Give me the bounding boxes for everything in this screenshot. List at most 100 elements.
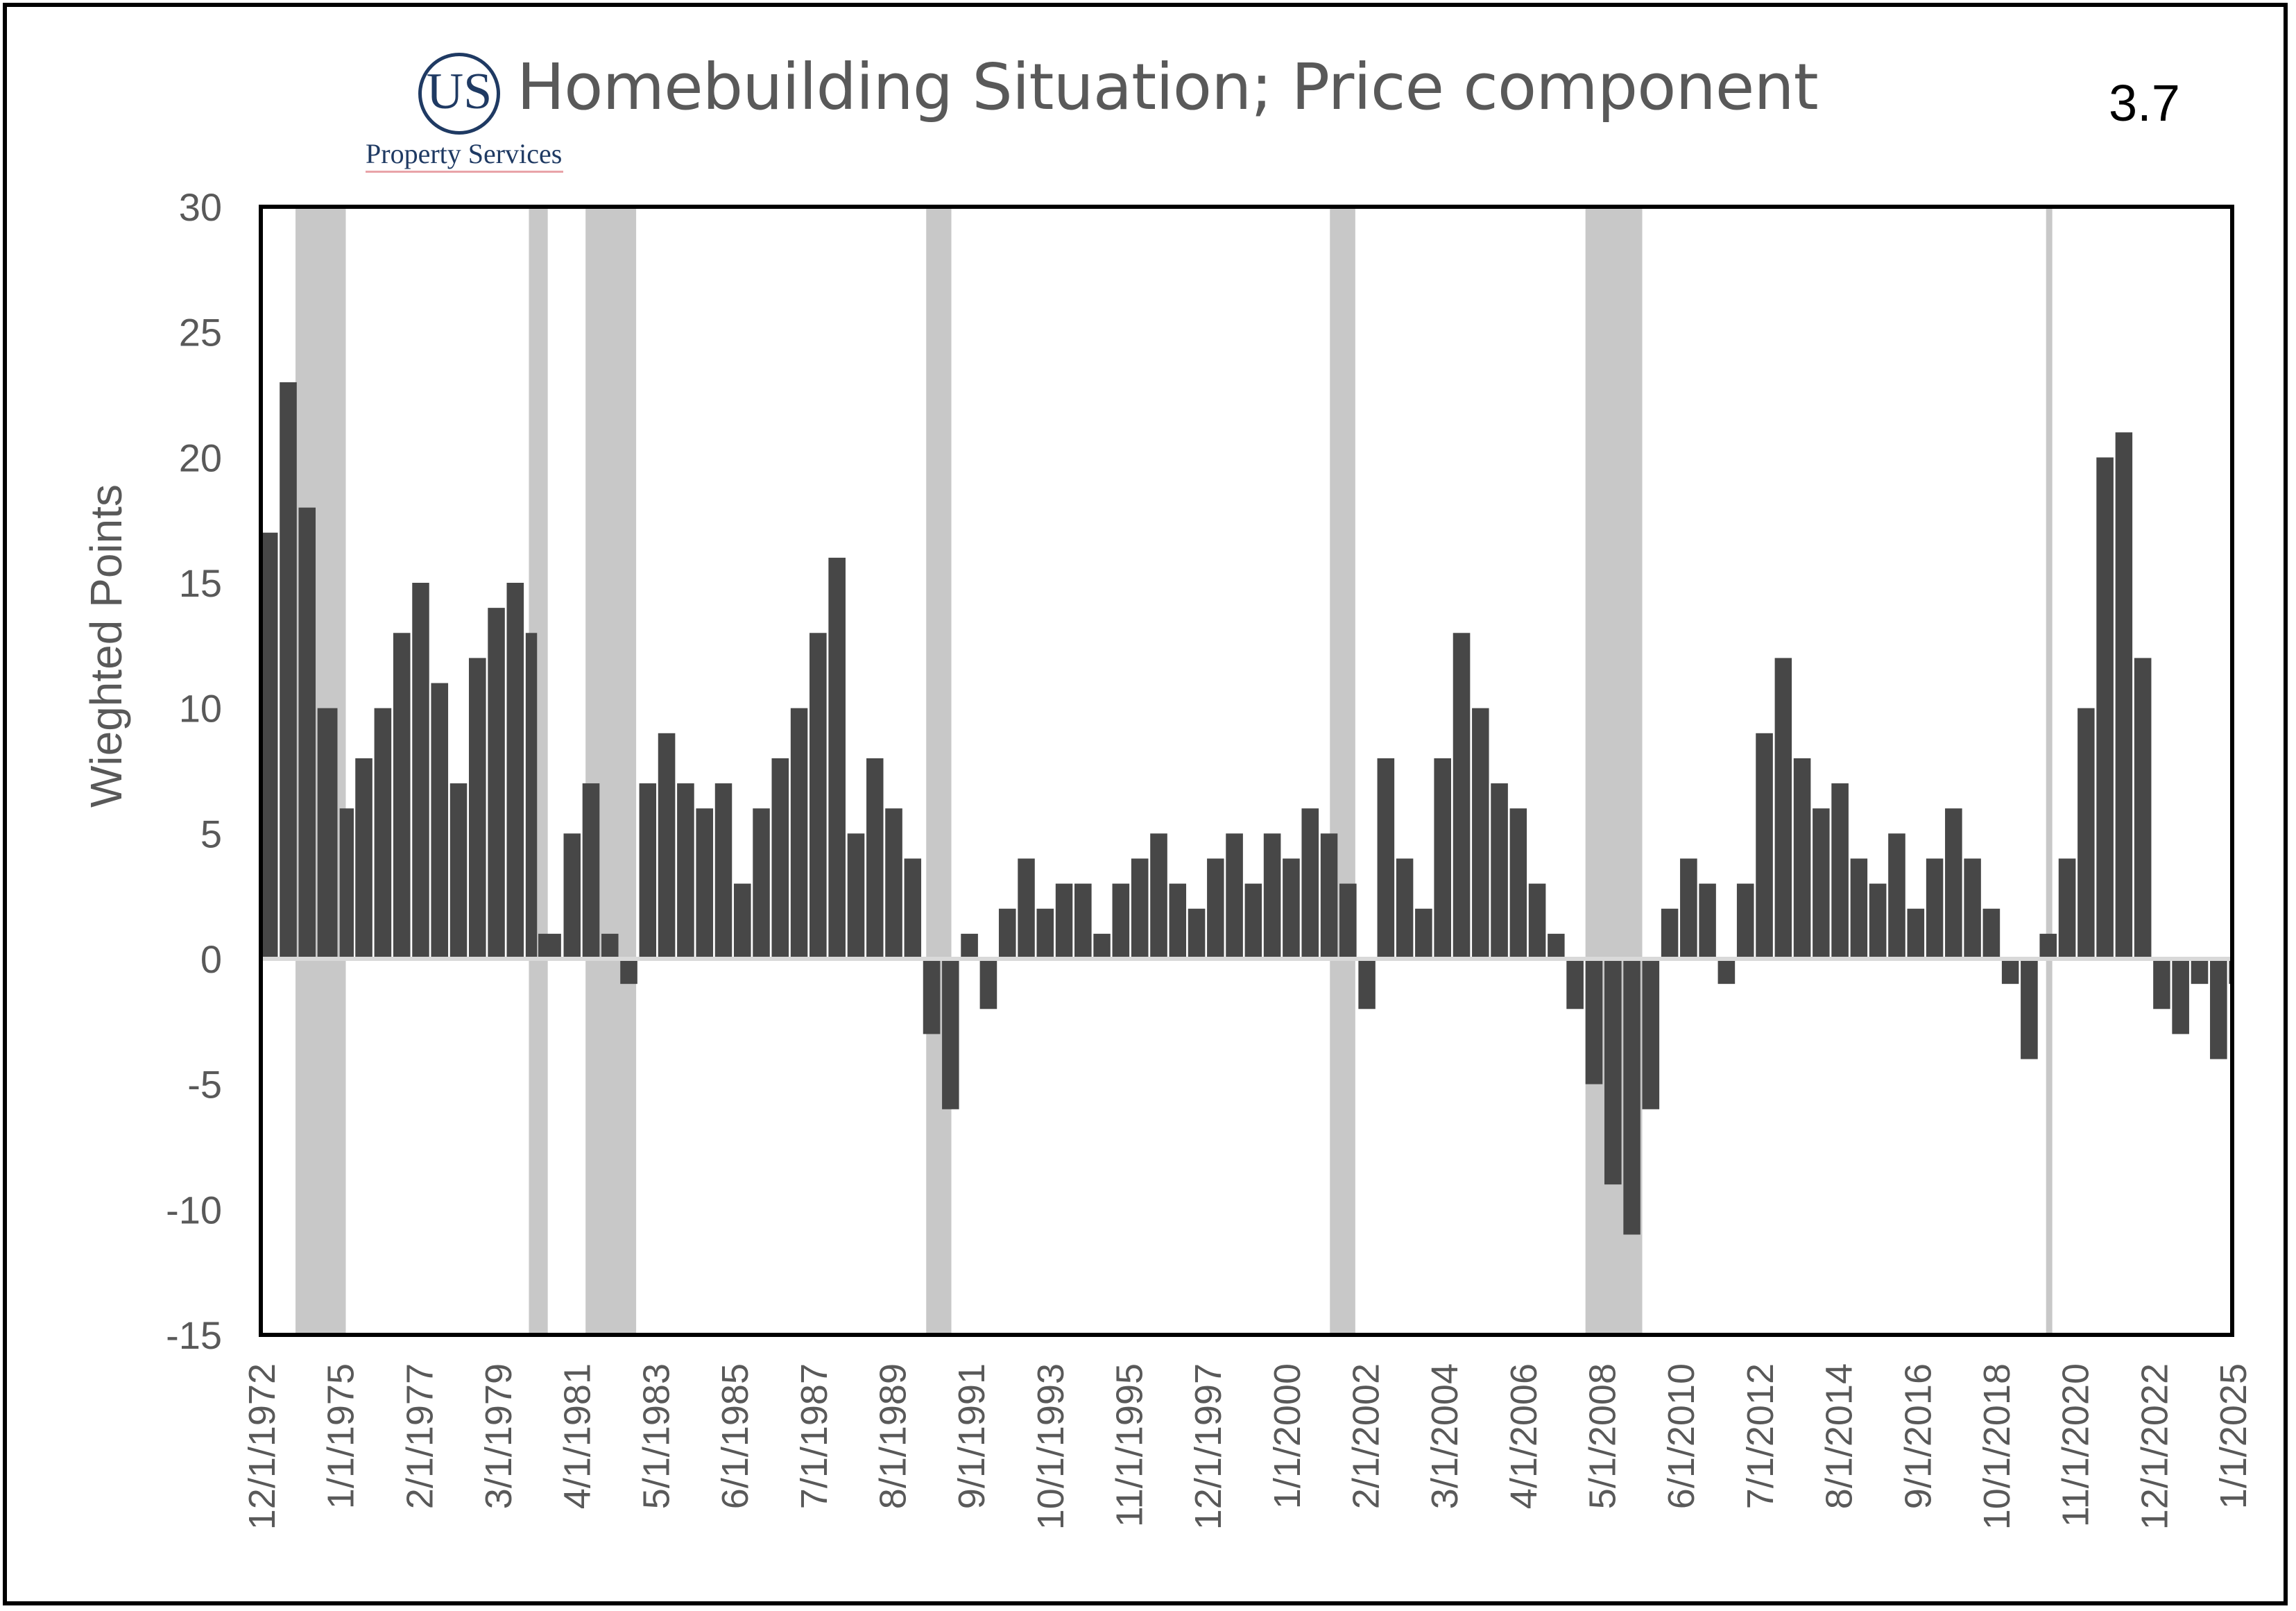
y-tick-label: 0 xyxy=(200,937,222,981)
bar xyxy=(2001,959,2019,984)
bar xyxy=(2172,959,2189,1034)
bar xyxy=(374,708,392,959)
y-tick-label: -15 xyxy=(166,1313,222,1357)
x-tick-label: 7/1/2012 xyxy=(1740,1363,1781,1509)
bar xyxy=(1736,883,1754,959)
y-axis-ticks: 30 25 20 15 10 5 0 -5 -10 -15 xyxy=(166,185,222,1357)
bar xyxy=(1301,808,1319,959)
bar xyxy=(2115,432,2133,959)
x-tick-label: 5/1/2008 xyxy=(1582,1363,1624,1509)
bar xyxy=(2058,858,2076,959)
bar xyxy=(1112,883,1130,959)
logo-text: Property Services xyxy=(366,138,563,169)
bar xyxy=(1434,758,1452,959)
bar xyxy=(1869,883,1887,959)
bar xyxy=(866,758,884,959)
bar xyxy=(1926,858,1944,959)
bar xyxy=(525,633,538,959)
bar xyxy=(714,783,733,959)
bar xyxy=(2039,933,2057,959)
bar xyxy=(538,933,561,959)
bar xyxy=(1055,883,1073,959)
y-tick-label: 10 xyxy=(179,687,222,731)
y-tick-label: 15 xyxy=(179,561,222,605)
bar xyxy=(1377,758,1395,959)
bar xyxy=(339,808,354,959)
bar xyxy=(1207,858,1224,959)
bar xyxy=(1150,833,1167,959)
bar xyxy=(431,683,449,959)
y-tick-label: 20 xyxy=(179,436,222,479)
bar xyxy=(601,933,619,959)
y-tick-label: 25 xyxy=(179,311,222,355)
bar xyxy=(639,783,657,959)
x-tick-label: 12/1/1997 xyxy=(1188,1363,1229,1530)
plot-border xyxy=(259,205,2234,1337)
x-tick-label: 8/1/2014 xyxy=(1819,1363,1860,1509)
bar xyxy=(923,959,941,1034)
x-tick-label: 1/1/1975 xyxy=(320,1363,362,1509)
recession-band xyxy=(585,207,637,1335)
bar xyxy=(1320,833,1338,959)
x-tick-label: 7/1/1987 xyxy=(794,1363,835,1509)
bar xyxy=(1964,858,1981,959)
logo-circle-icon xyxy=(418,53,500,135)
bar xyxy=(1699,883,1716,959)
bar xyxy=(1756,733,1773,959)
bar xyxy=(1263,833,1281,959)
bar xyxy=(298,507,316,959)
bar xyxy=(961,933,978,959)
x-tick-label: 1/1/2000 xyxy=(1267,1363,1308,1509)
y-axis-label: Wieghted Points xyxy=(81,484,131,808)
bar xyxy=(1093,933,1111,959)
bar xyxy=(1642,959,1660,1109)
bar xyxy=(1244,883,1262,959)
bar xyxy=(1491,783,1508,959)
bar xyxy=(412,583,429,959)
bar xyxy=(733,883,751,959)
bar xyxy=(1680,858,1697,959)
x-tick-label: 6/1/2010 xyxy=(1661,1363,1702,1509)
chart-title: Homebuilding Situation; Price component xyxy=(517,50,1819,124)
bar-series xyxy=(261,382,2232,1235)
bar xyxy=(1131,858,1149,959)
bar xyxy=(468,658,486,959)
bar xyxy=(280,382,297,959)
x-tick-label: 5/1/1983 xyxy=(635,1363,677,1509)
x-tick-label: 6/1/1985 xyxy=(714,1363,756,1509)
x-tick-label: 11/1/2020 xyxy=(2055,1363,2097,1527)
bar xyxy=(1226,833,1243,959)
y-tick-label: -10 xyxy=(166,1188,222,1231)
bar xyxy=(1036,908,1054,959)
bar xyxy=(1566,959,1584,1009)
corner-value: 3.7 xyxy=(2109,74,2180,132)
x-tick-label: 3/1/1979 xyxy=(478,1363,520,1509)
bar xyxy=(1018,858,1035,959)
bar xyxy=(2021,959,2038,1059)
bar xyxy=(1982,908,2001,959)
bar xyxy=(1585,959,1603,1084)
bar xyxy=(1188,908,1206,959)
bar xyxy=(1509,808,1527,959)
bar xyxy=(658,733,676,959)
bar xyxy=(1453,633,1471,959)
bar xyxy=(1604,959,1622,1185)
bar xyxy=(1528,883,1546,959)
x-tick-label: 8/1/1989 xyxy=(872,1363,914,1509)
bar xyxy=(1074,883,1092,959)
bar xyxy=(488,608,505,959)
bar xyxy=(771,758,789,959)
bar xyxy=(998,908,1016,959)
bar xyxy=(1339,883,1357,959)
chart-frame xyxy=(3,3,2288,1605)
bar xyxy=(885,808,902,959)
bar xyxy=(809,633,827,959)
recession-band xyxy=(926,207,952,1335)
y-tick-label: 30 xyxy=(179,185,222,229)
bar xyxy=(1774,658,1792,959)
bar xyxy=(563,833,581,959)
bar xyxy=(1283,858,1300,959)
bar xyxy=(449,783,468,959)
bar xyxy=(979,959,997,1009)
bar xyxy=(696,808,714,959)
